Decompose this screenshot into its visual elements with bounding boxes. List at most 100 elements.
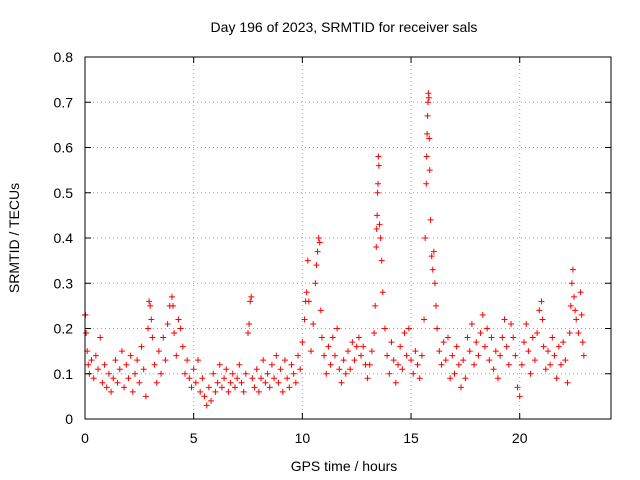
data-point-marker: [434, 325, 441, 332]
y-tick-label: 0.8: [54, 49, 74, 65]
y-tick-label: 0.6: [54, 140, 74, 156]
data-point-marker: [403, 352, 410, 359]
data-point-marker: [392, 379, 399, 386]
axis-ticks: [84, 56, 611, 420]
data-point-marker: [168, 293, 175, 300]
data-point-marker: [477, 330, 484, 337]
data-point-marker: [151, 361, 158, 368]
data-point-marker: [242, 370, 249, 377]
data-point-marker: [510, 334, 517, 341]
data-point-marker: [205, 384, 212, 391]
data-point-marker: [247, 298, 254, 305]
data-point-marker: [555, 343, 562, 350]
data-point-marker: [266, 384, 273, 391]
data-point-marker: [394, 361, 401, 368]
data-point-marker: [455, 361, 462, 368]
data-point-marker: [410, 370, 417, 377]
data-point-marker: [190, 366, 197, 373]
data-point-marker: [216, 361, 223, 368]
data-point-marker: [288, 361, 295, 368]
data-point-marker: [121, 384, 128, 391]
data-point-marker: [138, 343, 145, 350]
data-point-marker: [295, 352, 302, 359]
data-point-marker: [353, 343, 360, 350]
data-point-marker: [118, 348, 125, 355]
data-point-marker: [105, 370, 112, 377]
data-point-marker: [547, 361, 554, 368]
data-point-marker: [426, 167, 433, 174]
data-point-marker: [484, 325, 491, 332]
data-point-marker: [573, 316, 580, 323]
data-point-marker: [340, 357, 347, 364]
data-point-marker: [186, 375, 193, 382]
x-tick-label: 20: [512, 430, 528, 446]
data-point-marker: [136, 379, 143, 386]
data-point-marker: [231, 384, 238, 391]
data-point-marker: [342, 370, 349, 377]
data-point-marker: [315, 235, 322, 241]
data-point-marker: [433, 302, 440, 309]
data-point-marker: [388, 339, 395, 346]
data-point-marker: [577, 289, 584, 296]
data-point-marker: [508, 320, 515, 327]
data-point-marker: [494, 375, 501, 382]
data-point-marker: [142, 393, 149, 400]
data-point-marker: [264, 370, 271, 377]
data-point-marker: [227, 379, 234, 386]
data-point-marker: [490, 366, 497, 373]
data-point-marker: [197, 388, 204, 395]
data-point-marker: [234, 375, 241, 382]
data-point-marker: [146, 298, 153, 305]
data-point-marker: [386, 370, 393, 377]
data-point-marker: [90, 375, 97, 382]
data-point-marker: [424, 99, 431, 106]
data-point-marker: [281, 357, 288, 364]
data-point-marker: [327, 361, 334, 368]
data-point-marker: [345, 348, 351, 355]
data-point-marker: [458, 384, 465, 391]
data-point-marker: [497, 352, 504, 359]
data-point-marker: [575, 330, 582, 337]
data-point-marker: [379, 289, 386, 296]
data-point-marker: [544, 348, 551, 355]
data-point-marker: [405, 325, 412, 332]
data-points: [82, 90, 587, 409]
data-point-marker: [177, 325, 184, 332]
data-point-marker: [317, 307, 324, 314]
data-point-marker: [260, 357, 267, 364]
data-point-marker: [179, 343, 186, 350]
data-point-marker: [505, 361, 512, 368]
data-point-marker: [397, 343, 404, 350]
data-point-marker: [412, 348, 419, 355]
data-point-marker: [451, 370, 458, 377]
data-point-marker: [277, 366, 284, 373]
data-point-marker: [99, 379, 106, 386]
data-point-marker: [373, 244, 380, 251]
data-point-marker: [377, 235, 384, 241]
data-point-marker: [436, 348, 443, 355]
data-point-marker: [292, 379, 299, 386]
data-point-marker: [423, 153, 430, 160]
data-point-marker: [127, 352, 134, 359]
data-point-marker: [518, 361, 525, 368]
data-point-marker: [422, 235, 429, 241]
data-point-marker: [347, 366, 354, 373]
y-tick-label: 0.7: [54, 94, 74, 110]
data-point-marker: [571, 293, 578, 300]
data-point-marker: [83, 330, 90, 337]
data-point-marker: [374, 180, 381, 187]
data-point-marker: [431, 280, 438, 287]
data-point-marker: [312, 280, 319, 287]
x-tick-label: 0: [81, 430, 89, 446]
data-point-marker: [564, 379, 571, 386]
x-tick-labels: 0 5 10 15 20: [81, 430, 528, 446]
data-point-marker: [108, 388, 115, 395]
data-point-marker: [562, 357, 569, 364]
data-point-marker: [101, 361, 108, 368]
data-point-marker: [551, 352, 558, 359]
data-point-marker: [368, 348, 375, 355]
data-point-marker: [421, 316, 428, 323]
data-point-marker: [462, 375, 469, 382]
data-point-marker: [471, 361, 478, 368]
data-point-marker: [181, 370, 188, 377]
